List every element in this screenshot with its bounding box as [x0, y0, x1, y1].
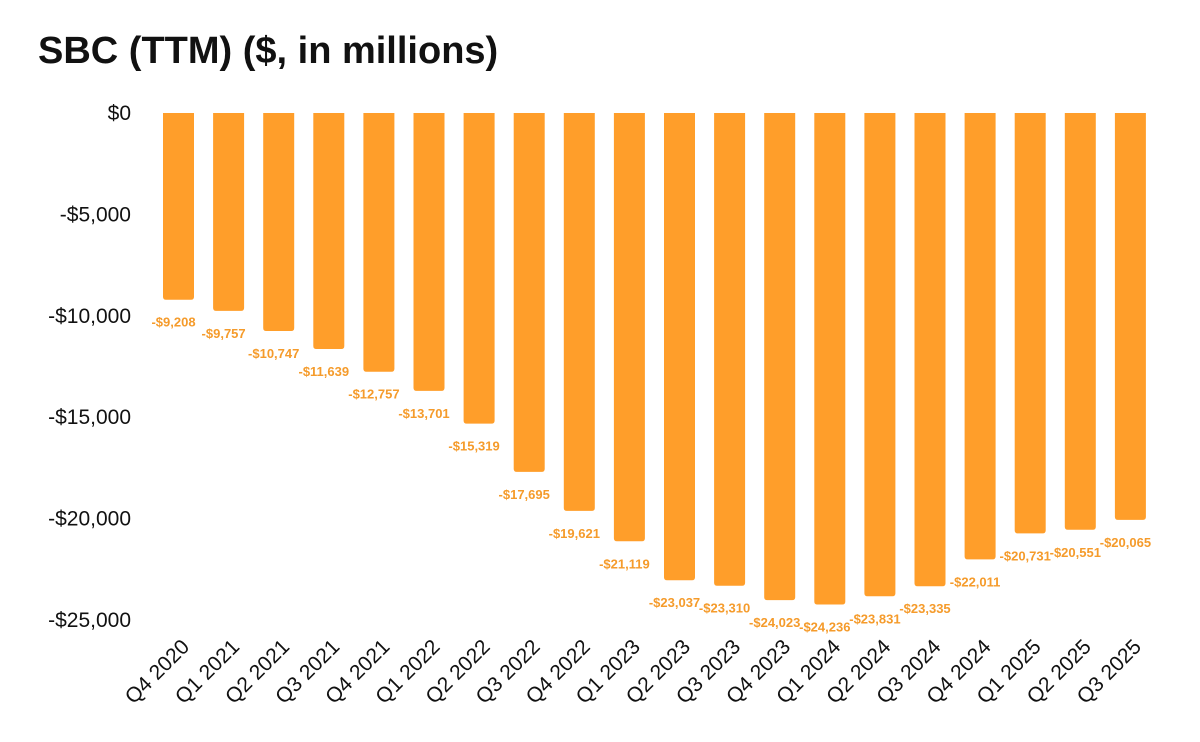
bar — [664, 113, 695, 581]
bar — [714, 113, 746, 586]
data-label: -$20,551 — [1050, 545, 1101, 560]
data-label: -$23,310 — [699, 601, 750, 616]
y-tick-label: $0 — [108, 102, 131, 125]
bar — [413, 113, 445, 391]
data-label: -$24,236 — [799, 620, 850, 635]
bar — [563, 113, 595, 511]
bars-group — [163, 113, 1146, 605]
y-tick-label: -$20,000 — [48, 508, 131, 531]
bar — [764, 113, 796, 601]
bar — [263, 113, 295, 331]
bar — [814, 113, 846, 605]
bar — [964, 113, 996, 560]
data-label: -$11,639 — [298, 364, 349, 379]
bar — [313, 113, 345, 350]
data-label: -$15,319 — [448, 439, 499, 454]
data-label: -$17,695 — [499, 487, 550, 502]
data-labels-group: -$9,208 -$9,757-$10,747 -$11,639 -$12,757 -$… — [151, 315, 1151, 635]
bar — [613, 113, 645, 542]
data-label: -$21,119 — [599, 556, 650, 571]
data-label: -$22,011 — [950, 574, 1001, 589]
data-label: -$20,731 — [1000, 548, 1051, 563]
bar — [864, 113, 896, 597]
data-label: -$19,621 — [549, 526, 600, 541]
chart-title: SBC (TTM) ($, in millions) — [38, 30, 499, 72]
y-tick-label: -$15,000 — [48, 406, 131, 429]
bar — [213, 113, 245, 311]
bar — [363, 113, 395, 372]
data-label: -$24,023 — [749, 615, 800, 630]
bar — [1114, 113, 1146, 520]
data-label: -$9,757 — [202, 326, 246, 341]
data-label: -$20,065 — [1100, 535, 1151, 550]
bar — [163, 113, 194, 300]
data-label: -$9,208 — [151, 315, 195, 330]
y-tick-label: -$10,000 — [48, 305, 131, 328]
data-label: -$23,037 — [649, 595, 700, 610]
bar — [1014, 113, 1046, 534]
bar — [1064, 113, 1096, 530]
data-label: -$23,831 — [849, 611, 900, 626]
bar — [463, 113, 495, 424]
data-label: -$23,335 — [899, 601, 950, 616]
bar — [513, 113, 545, 472]
y-tick-label: -$5,000 — [60, 203, 131, 226]
y-axis: $0 -$5,000 -$10,000 -$15,000 -$20,000 -$25,00… — [48, 102, 131, 632]
data-label: -$10,747 — [248, 346, 299, 361]
bar — [914, 113, 946, 587]
data-label: -$12,757 — [348, 387, 399, 402]
y-tick-label: -$25,000 — [48, 609, 131, 632]
data-label: -$13,701 — [398, 406, 449, 421]
